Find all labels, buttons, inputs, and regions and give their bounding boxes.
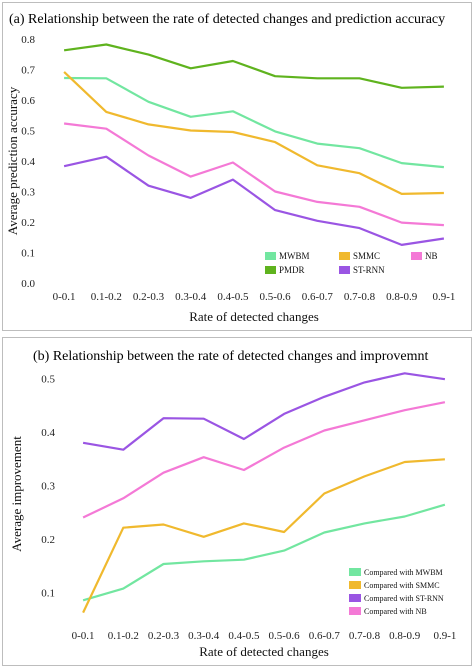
chart-a-svg: (a) Relationship between the rate of det… (5, 12, 455, 324)
chart-a-x-tick-label: 0.8-0.9 (386, 291, 418, 303)
chart-b-series-line-compared-with-st-rnn (82, 372, 446, 451)
chart-b-title: (b) Relationship between the rate of det… (33, 349, 428, 364)
chart-a-y-tick-label: 0.4 (21, 156, 35, 168)
chart-a-y-tick-label: 0.6 (21, 95, 35, 107)
chart-a-x-tick-label: 0.1-0.2 (91, 291, 122, 303)
chart-panel-a: (a) Relationship between the rate of det… (2, 2, 472, 331)
chart-a-x-tick-label: 0.3-0.4 (175, 291, 207, 303)
chart-a-legend-label: NB (425, 251, 438, 261)
chart-a-legend: MWBM SMMC NB PMDR ST-RNN (265, 251, 438, 275)
chart-b-x-tick-label: 0.7-0.8 (349, 630, 381, 642)
chart-a-y-tick-label: 0.3 (21, 187, 35, 199)
chart-a-y-tick-label: 0.0 (21, 278, 35, 290)
chart-b-legend-swatch (349, 607, 361, 615)
chart-b-y-axis-label: Average improvement (9, 436, 24, 552)
chart-b-x-tick-label: 0.1-0.2 (108, 630, 139, 642)
chart-a-x-tick-label: 0.9-1 (432, 291, 455, 303)
chart-a-y-tick-label: 0.2 (21, 217, 35, 229)
chart-a-x-tick-label: 0-0.1 (53, 291, 76, 303)
chart-b-legend: Compared with MWBM Compared with SMMC Comp… (349, 568, 444, 616)
chart-b-y-tick-label: 0.3 (41, 480, 55, 492)
chart-b-legend-label: Compared with ST-RNN (364, 594, 444, 603)
chart-b-svg: (b) Relationship between the rate of det… (9, 349, 456, 659)
chart-b-x-tick-label: 0.3-0.4 (188, 630, 220, 642)
chart-a-y-tick-label: 0.1 (21, 248, 35, 260)
chart-b-series-line-compared-with-smmc (82, 458, 445, 614)
chart-a-legend-swatch (411, 252, 422, 260)
chart-b-y-tick-label: 0.1 (41, 587, 55, 599)
chart-b-x-tick-label: 0.4-0.5 (228, 630, 260, 642)
chart-a-series-line-mwbm (64, 76, 445, 169)
chart-a-legend-label: SMMC (353, 251, 380, 261)
chart-b-legend-label: Compared with MWBM (364, 568, 443, 577)
chart-b-x-axis-label: Rate of detected changes (199, 644, 329, 659)
chart-a-legend-swatch (265, 266, 276, 274)
chart-b-series-line-compared-with-mwbm (82, 503, 446, 602)
chart-b-y-tick-label: 0.4 (41, 427, 55, 439)
chart-a-legend-swatch (339, 266, 350, 274)
chart-a-legend-label: ST-RNN (353, 265, 385, 275)
chart-a-x-tick-label: 0.2-0.3 (133, 291, 165, 303)
chart-a-y-tick-label: 0.7 (21, 65, 35, 77)
chart-a-x-tick-label: 0.7-0.8 (344, 291, 376, 303)
chart-a-series-line-smmc (63, 71, 444, 195)
chart-b-legend-swatch (349, 581, 361, 589)
chart-a-legend-swatch (339, 252, 350, 260)
chart-b-x-tick-label: 0.8-0.9 (389, 630, 421, 642)
chart-b-x-tick-label: 0-0.1 (72, 630, 95, 642)
chart-a-x-axis-label: Rate of detected changes (189, 309, 319, 324)
chart-b-legend-swatch (349, 568, 361, 576)
chart-a-x-tick-label: 0.4-0.5 (217, 291, 249, 303)
chart-a-series-line-st-rnn (63, 155, 445, 246)
chart-panel-b: (b) Relationship between the rate of det… (2, 337, 472, 666)
chart-b-y-tick-label: 0.2 (41, 534, 55, 546)
chart-a-series-line-nb (63, 122, 444, 227)
chart-a-legend-label: MWBM (279, 251, 310, 261)
chart-a-y-tick-label: 0.8 (21, 34, 35, 46)
chart-b-legend-swatch (349, 594, 361, 602)
chart-a-series-line-pmdr (63, 43, 444, 89)
chart-b-legend-label: Compared with SMMC (364, 581, 440, 590)
chart-b-x-tick-label: 0.9-1 (433, 630, 456, 642)
chart-a-x-tick-label: 0.5-0.6 (260, 291, 292, 303)
chart-b-x-tick-label: 0.2-0.3 (148, 630, 180, 642)
chart-b-x-tick-label: 0.5-0.6 (269, 630, 301, 642)
chart-b-x-tick-label: 0.6-0.7 (309, 630, 341, 642)
chart-a-x-tick-label: 0.6-0.7 (302, 291, 334, 303)
chart-b-series-line-compared-with-nb (82, 401, 446, 519)
chart-b-legend-label: Compared with NB (364, 607, 427, 616)
chart-a-y-tick-label: 0.5 (21, 126, 35, 138)
chart-a-legend-label: PMDR (279, 265, 305, 275)
chart-a-title: (a) Relationship between the rate of det… (9, 12, 445, 27)
chart-b-y-tick-label: 0.5 (41, 374, 55, 386)
chart-a-legend-swatch (265, 252, 276, 260)
chart-a-y-axis-label: Average prediction accuracy (5, 86, 20, 235)
